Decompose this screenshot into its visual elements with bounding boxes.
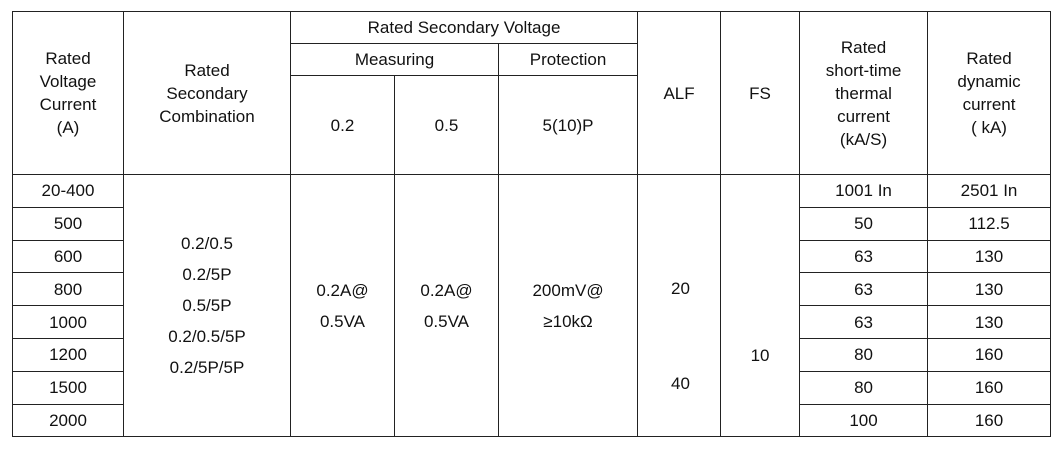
cell-current: 1000	[12, 305, 124, 339]
header-dc-line: Rated	[966, 49, 1012, 68]
header-thermal-current: Rated short-time thermal current (kA/S)	[799, 11, 929, 175]
table-row: 800 63 130	[12, 272, 1052, 307]
header-measuring: Measuring	[290, 43, 499, 76]
cell-dynamic: 130	[927, 305, 1052, 339]
cell-current: 500	[12, 206, 124, 241]
cell-fs: 10	[720, 173, 801, 438]
header-dc-line: dynamic	[957, 72, 1021, 91]
spec-table: Rated Voltage Current (A) Rated Secondar…	[12, 11, 1052, 438]
header-class-02: 0.2	[290, 75, 395, 175]
cell-current: 1200	[12, 337, 124, 372]
cell-current: 1500	[12, 370, 124, 405]
cell-dynamic: 160	[927, 337, 1052, 372]
cell-dynamic: 130	[927, 272, 1052, 307]
table-row: 500 50 112.5	[12, 206, 1052, 241]
cell-thermal: 100	[799, 403, 929, 438]
header-tc-line: current	[837, 106, 890, 126]
cell-dynamic: 2501 In	[927, 174, 1052, 208]
header-tc-line: Rated	[840, 37, 887, 57]
header-secondary-combination: Rated Secondary Combination	[123, 11, 291, 175]
combination-item: 0.2/5P	[182, 265, 232, 285]
cell-measuring-05: 0.2A@ 0.5VA	[394, 173, 499, 438]
header-sc-line: Combination	[159, 106, 255, 126]
cell-current: 800	[12, 272, 124, 307]
protection-line: ≥10kΩ	[543, 311, 593, 331]
header-tc-line: (kA/S)	[839, 129, 888, 149]
cell-combinations: 0.2/0.5 0.2/5P 0.5/5P 0.2/0.5/5P 0.2/5P/…	[123, 173, 291, 438]
combination-item: 0.2/5P/5P	[169, 358, 245, 378]
cell-current: 2000	[12, 403, 124, 438]
table-row: 600 63 130	[12, 239, 1052, 274]
cell-measuring-02: 0.2A@ 0.5VA	[290, 173, 395, 438]
header-sc-line: Rated	[184, 60, 230, 80]
table-row: 20-400 0.2/0.5 0.2/5P 0.5/5P 0.2/0.5/5P …	[12, 173, 1052, 438]
header-rvc-line: (A)	[56, 118, 80, 137]
table-row: 1500 80 160	[12, 370, 1052, 405]
header-sc-line: Secondary	[166, 83, 248, 103]
cell-current: 20-400	[12, 174, 124, 208]
measuring-05-line: 0.5VA	[423, 311, 470, 331]
cell-thermal: 80	[799, 370, 929, 405]
combination-item: 0.2/0.5	[181, 234, 233, 254]
combination-item: 0.2/0.5/5P	[168, 327, 246, 347]
measuring-02-line: 0.5VA	[319, 311, 366, 331]
combination-item: 0.5/5P	[182, 296, 232, 316]
cell-thermal: 50	[799, 206, 929, 241]
header-protection: Protection	[497, 43, 639, 76]
cell-dynamic: 160	[927, 403, 1052, 438]
header-dynamic-current: Rated dynamic current ( kA)	[927, 11, 1052, 175]
header-alf: ALF	[637, 11, 722, 175]
cell-thermal: 80	[799, 337, 929, 372]
table-row: 2000 100 160	[12, 403, 1052, 438]
cell-current: 600	[12, 239, 124, 274]
header-class-5-10p: 5(10)P	[497, 75, 639, 175]
cell-thermal: 1001 In	[799, 174, 929, 208]
measuring-05-line: 0.2A@	[420, 280, 473, 300]
cell-thermal: 63	[799, 272, 929, 307]
cell-dynamic: 112.5	[927, 206, 1052, 241]
cell-protection: 200mV@ ≥10kΩ	[497, 173, 639, 438]
header-dc-line: current	[962, 95, 1016, 114]
header-rated-voltage-current: Rated Voltage Current (A)	[12, 11, 124, 175]
cell-thermal: 63	[799, 239, 929, 274]
header-fs: FS	[720, 11, 801, 175]
cell-alf	[637, 173, 722, 438]
header-rated-secondary-voltage: Rated Secondary Voltage	[289, 11, 639, 44]
header-rvc-line: Voltage	[39, 72, 97, 91]
header-tc-line: thermal	[835, 83, 892, 103]
table-row: 1200 80 160	[12, 337, 1052, 372]
header-rvc-line: Rated	[45, 49, 91, 68]
alf-value-40: 40	[671, 374, 690, 393]
header-class-05: 0.5	[394, 75, 499, 175]
cell-dynamic: 130	[927, 239, 1052, 274]
header-tc-line: short-time	[825, 60, 902, 80]
table-row: 1000 63 130	[12, 305, 1052, 339]
alf-value-20: 20	[671, 279, 690, 298]
cell-dynamic: 160	[927, 370, 1052, 405]
header-dc-line: ( kA)	[971, 118, 1007, 137]
cell-thermal: 63	[799, 305, 929, 339]
protection-line: 200mV@	[532, 280, 604, 300]
header-rvc-line: Current	[39, 95, 97, 114]
measuring-02-line: 0.2A@	[316, 280, 369, 300]
